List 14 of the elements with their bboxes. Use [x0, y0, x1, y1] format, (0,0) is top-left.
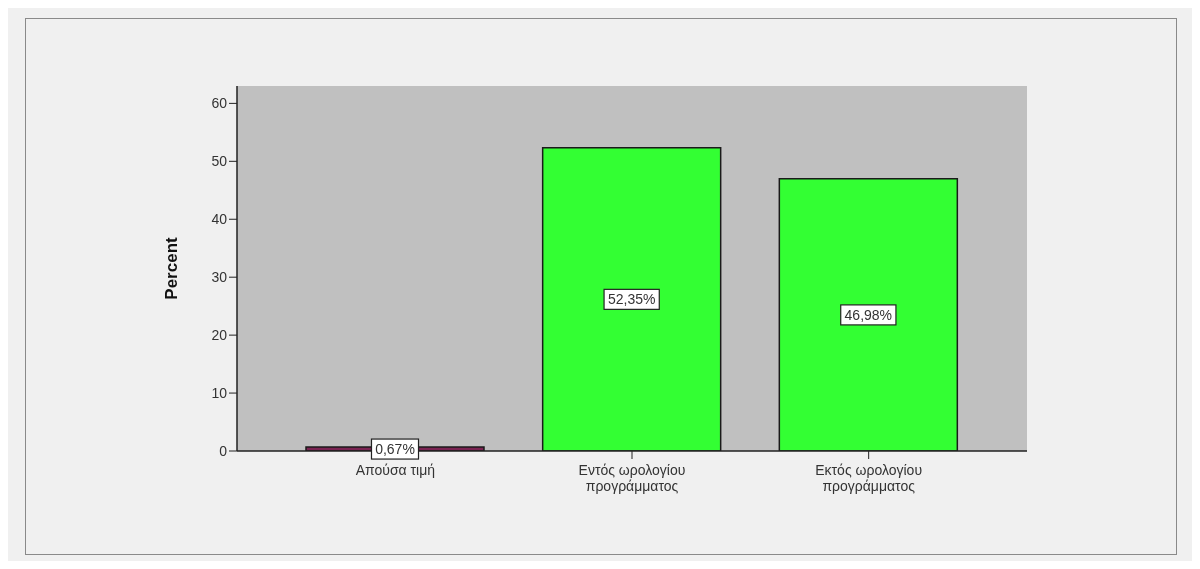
y-tick-label: 20 [211, 327, 228, 344]
data-label: 0,67% [375, 441, 415, 458]
y-tick-label: 50 [211, 153, 228, 170]
y-tick-label: 60 [211, 95, 228, 112]
x-tick-label: Εντός ωρολογίου προγράμματος [578, 461, 686, 494]
y-tick-label: 30 [211, 269, 228, 286]
y-tick-label: 0 [219, 442, 228, 459]
data-label: 52,35% [607, 291, 656, 308]
y-tick-label: 40 [211, 211, 228, 228]
data-label: 46,98% [844, 306, 893, 323]
y-tick-label: 10 [211, 385, 228, 402]
x-tick-label: Εκτός ωρολογίου προγράμματος [815, 461, 923, 494]
x-tick-label: Απούσα τιμή [355, 461, 436, 478]
y-axis-title: Percent [162, 236, 182, 300]
